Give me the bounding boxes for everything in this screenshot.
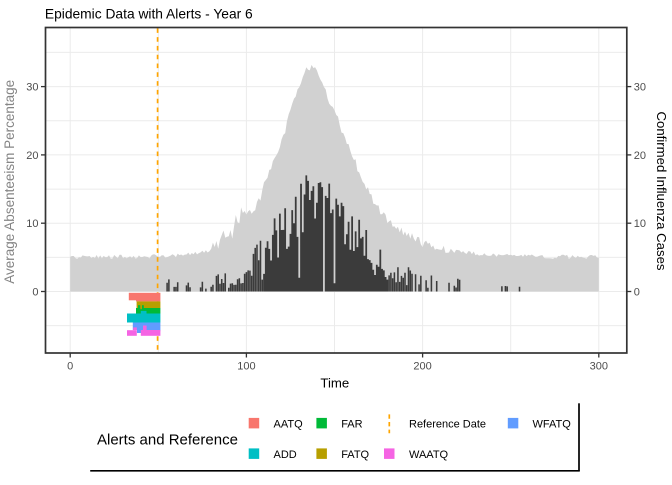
- svg-text:AATQ: AATQ: [274, 418, 304, 430]
- svg-text:0: 0: [634, 287, 640, 299]
- svg-text:0: 0: [32, 287, 38, 299]
- svg-text:200: 200: [413, 361, 431, 373]
- svg-text:300: 300: [590, 361, 608, 373]
- svg-text:Time: Time: [320, 375, 349, 390]
- svg-text:Alerts and Reference: Alerts and Reference: [97, 432, 238, 449]
- svg-text:ADD: ADD: [274, 449, 297, 461]
- svg-text:0: 0: [67, 361, 73, 373]
- svg-text:WFATQ: WFATQ: [533, 418, 572, 430]
- svg-text:FAR: FAR: [341, 418, 362, 430]
- svg-text:100: 100: [237, 361, 255, 373]
- svg-text:10: 10: [634, 218, 646, 230]
- svg-text:FATQ: FATQ: [341, 449, 369, 461]
- svg-text:WAATQ: WAATQ: [409, 449, 449, 461]
- svg-text:20: 20: [634, 150, 646, 162]
- svg-text:30: 30: [634, 82, 646, 94]
- svg-text:Reference Date: Reference Date: [409, 418, 486, 430]
- svg-text:10: 10: [26, 218, 38, 230]
- svg-text:Epidemic Data with Alerts - Ye: Epidemic Data with Alerts - Year 6: [45, 7, 253, 22]
- svg-text:Confirmed Influenza Cases: Confirmed Influenza Cases: [654, 111, 669, 270]
- svg-text:30: 30: [26, 82, 38, 94]
- svg-text:20: 20: [26, 150, 38, 162]
- svg-text:Average Absenteeism Percentage: Average Absenteeism Percentage: [2, 80, 17, 284]
